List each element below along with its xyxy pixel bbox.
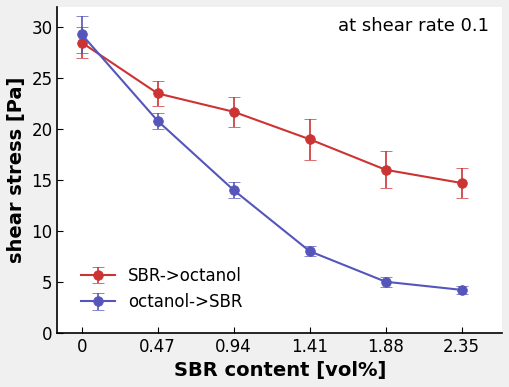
Text: at shear rate 0.1: at shear rate 0.1 xyxy=(337,17,489,35)
X-axis label: SBR content [vol%]: SBR content [vol%] xyxy=(174,361,386,380)
Y-axis label: shear stress [Pa]: shear stress [Pa] xyxy=(7,77,26,263)
Legend: SBR->octanol, octanol->SBR: SBR->octanol, octanol->SBR xyxy=(75,260,249,318)
